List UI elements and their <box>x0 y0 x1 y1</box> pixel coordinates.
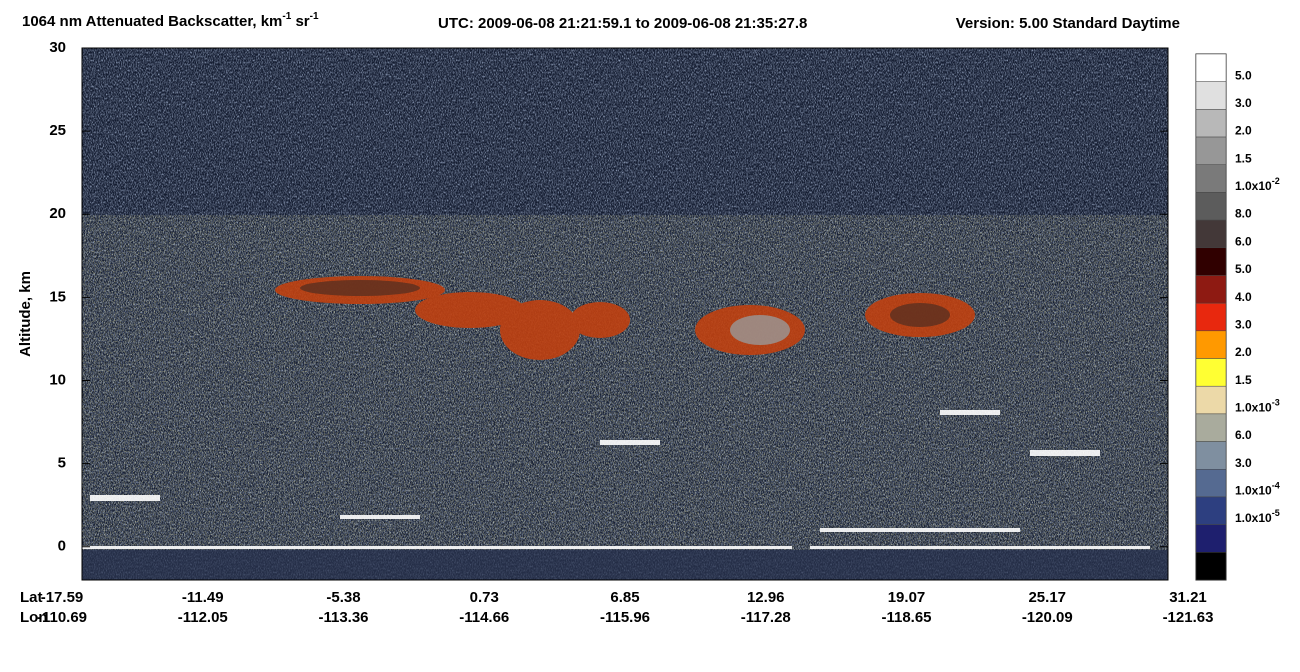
colorbar-label-base: 1.0x10 <box>1235 401 1272 415</box>
backscatter-field <box>82 48 1168 580</box>
y-tick-label: 10 <box>49 371 66 388</box>
lon-label: -121.63 <box>1163 609 1214 626</box>
version: Version: 5.00 Standard Daytime <box>956 15 1180 32</box>
colorbar-label: 6.0 <box>1235 234 1252 248</box>
y-tick-label: 0 <box>58 538 66 555</box>
colorbar-label: 3.0 <box>1235 456 1252 470</box>
lon-label: -114.66 <box>459 609 509 626</box>
subtitle: UTC: 2009-06-08 21:21:59.1 to 2009-06-08… <box>438 15 807 32</box>
colorbar-swatch <box>1195 302 1227 332</box>
y-tick-label: 20 <box>49 205 66 222</box>
colorbar-label: 1.0x10-5 <box>1235 508 1280 525</box>
colorbar-label: 2.0 <box>1235 124 1252 138</box>
colorbar-label: 6.0 <box>1235 428 1252 442</box>
colorbar-label-base: 1.0x10 <box>1235 511 1272 525</box>
colorbar-label: 1.0x10-2 <box>1235 176 1280 193</box>
colorbar-swatch <box>1195 552 1227 581</box>
y-tick-label: 15 <box>49 288 66 305</box>
colorbar-label: 1.0x10-3 <box>1235 398 1280 415</box>
colorbar-label: 1.0x10-4 <box>1235 481 1280 498</box>
colorbar: 5.03.02.01.51.0x10-28.06.05.04.03.02.01.… <box>1195 53 1280 581</box>
colorbar-label: 3.0 <box>1235 96 1252 110</box>
lat-label: 19.07 <box>888 589 926 606</box>
colorbar-swatch <box>1195 469 1227 498</box>
colorbar-label-base: 1.0x10 <box>1235 179 1272 193</box>
lat-label: 25.17 <box>1028 589 1066 606</box>
colorbar-label: 4.0 <box>1235 290 1252 304</box>
colorbar-swatch <box>1195 496 1227 525</box>
colorbar-swatch <box>1195 275 1227 304</box>
colorbar-label: 5.0 <box>1235 68 1252 82</box>
y-tick-label: 5 <box>58 455 66 472</box>
colorbar-swatch <box>1195 81 1227 110</box>
colorbar-swatch <box>1195 413 1227 442</box>
lat-label: 12.96 <box>747 589 785 606</box>
title-sup: -1 <box>282 11 291 22</box>
y-tick-label: 30 <box>49 39 66 56</box>
y-tick-label: 25 <box>49 122 66 139</box>
colorbar-label-sup: -5 <box>1272 508 1280 518</box>
colorbar-label-base: 1.0x10 <box>1235 484 1272 498</box>
colorbar-label: 2.0 <box>1235 345 1252 359</box>
colorbar-label: 3.0 <box>1235 317 1252 331</box>
lon-label: -118.65 <box>881 609 931 626</box>
colorbar-swatch <box>1195 330 1227 359</box>
lat-label: -5.38 <box>326 589 360 606</box>
colorbar-swatch <box>1195 136 1227 165</box>
title-text: sr <box>291 13 310 30</box>
colorbar-label: 1.5 <box>1235 151 1252 165</box>
colorbar-swatch <box>1195 247 1227 276</box>
colorbar-swatch <box>1195 219 1227 249</box>
colorbar-swatch <box>1195 358 1227 387</box>
colorbar-label-sup: -2 <box>1272 176 1280 186</box>
lat-label: -17.59 <box>41 589 84 606</box>
colorbar-swatch <box>1195 192 1227 221</box>
colorbar-label: 8.0 <box>1235 207 1252 221</box>
x-row-label: Lon <box>20 609 48 626</box>
colorbar-label: 1.5 <box>1235 373 1252 387</box>
colorbar-label-sup: -4 <box>1272 481 1280 491</box>
colorbar-swatch <box>1195 164 1227 193</box>
title-sup: -1 <box>310 11 319 22</box>
lon-label: -117.28 <box>741 609 791 626</box>
colorbar-swatch <box>1195 441 1227 470</box>
lon-label: -120.09 <box>1022 609 1073 626</box>
title-text: 1064 nm Attenuated Backscatter, km <box>22 13 282 30</box>
colorbar-label-sup: -3 <box>1272 398 1280 408</box>
colorbar-label: 5.0 <box>1235 262 1252 276</box>
colorbar-swatch <box>1195 109 1227 138</box>
x-row-label: Lat <box>20 589 43 606</box>
lat-label: 6.85 <box>610 589 639 606</box>
lon-label: -113.36 <box>318 609 368 626</box>
chart-title: 1064 nm Attenuated Backscatter, km-1 sr-… <box>22 11 319 30</box>
lon-label: -112.05 <box>178 609 228 626</box>
lat-label: -11.49 <box>182 589 224 606</box>
colorbar-swatch <box>1195 385 1227 415</box>
colorbar-swatch <box>1195 524 1227 553</box>
lon-label: -110.69 <box>37 609 87 626</box>
lat-label: 31.21 <box>1169 589 1207 606</box>
plot-frame <box>81 47 1169 581</box>
lon-label: -115.96 <box>600 609 650 626</box>
colorbar-swatch <box>1195 53 1227 82</box>
lat-label: 0.73 <box>470 589 499 606</box>
y-axis-label: Altitude, km <box>17 271 34 357</box>
